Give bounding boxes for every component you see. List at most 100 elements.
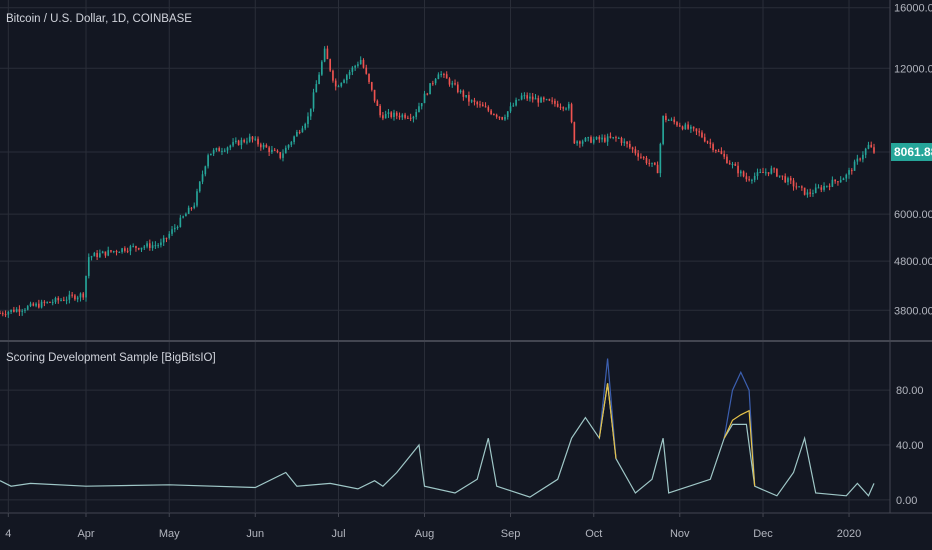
candle-body [432, 83, 434, 85]
candle-body [623, 141, 626, 143]
candle-body [456, 84, 459, 93]
candle-body [626, 141, 628, 144]
candle-body [498, 116, 501, 118]
price-tick-label: 12000.00 [894, 63, 932, 75]
candle-body [307, 116, 309, 124]
candle-body [587, 137, 590, 139]
candle-body [49, 301, 51, 303]
candle-body [87, 257, 90, 276]
candle-body [315, 84, 318, 93]
candle-body [318, 74, 320, 85]
candle-body [273, 149, 276, 151]
candle-body [509, 106, 512, 112]
candle-body [867, 144, 870, 149]
candle-body [376, 100, 379, 106]
candle-body [437, 74, 440, 80]
candle-body [445, 74, 448, 79]
candle-body [545, 99, 548, 101]
candle-body [265, 145, 268, 148]
candle-body [670, 119, 673, 121]
candle-body [590, 137, 592, 143]
candle-body [850, 170, 853, 172]
candle-body [284, 147, 287, 154]
candle-body [570, 104, 573, 123]
candle-body [246, 141, 248, 143]
candle-body [296, 131, 298, 137]
candle-body [548, 99, 551, 101]
candle-body [798, 186, 800, 188]
price-tick-label: 16000.00 [894, 3, 932, 15]
candle-body [82, 293, 85, 298]
candle-body [792, 180, 795, 187]
candle-body [756, 172, 759, 176]
time-tick-label: Dec [753, 528, 773, 540]
candle-body [831, 179, 834, 187]
candle-body [845, 174, 848, 179]
candle-body [612, 137, 615, 139]
candle-body [429, 83, 431, 95]
candle-body [365, 67, 368, 74]
candle-body [687, 124, 689, 129]
candle-body [309, 108, 312, 117]
candle-body [595, 137, 598, 140]
candle-body [15, 309, 18, 312]
candle-body [85, 275, 87, 298]
candle-body [304, 123, 307, 129]
candle-body [359, 59, 362, 65]
score-line-1 [598, 358, 617, 459]
candle-body [515, 99, 517, 106]
candle-body [642, 157, 645, 159]
candle-body [254, 138, 257, 140]
candle-body [196, 191, 198, 206]
candle-body [162, 237, 165, 243]
candle-body [121, 248, 123, 252]
candle-body [751, 179, 753, 181]
candle-body [520, 95, 523, 100]
score-tick-label: 80.00 [896, 385, 924, 397]
candle-body [201, 174, 204, 182]
candle-body [329, 59, 332, 71]
candle-body [542, 97, 545, 100]
candle-body [148, 243, 151, 248]
candle-body [160, 242, 162, 246]
candle-body [637, 153, 639, 157]
candle-body [470, 100, 473, 102]
candle-body [434, 79, 437, 84]
candle-body [737, 165, 739, 174]
candle-body [251, 136, 254, 140]
candle-body [268, 147, 270, 153]
candle-body [240, 140, 243, 146]
candle-body [801, 186, 803, 188]
candle-body [540, 97, 542, 103]
candle-body [648, 163, 651, 165]
price-tick-label: 6000.00 [894, 209, 932, 221]
candle-body [506, 111, 509, 118]
candle-body [348, 71, 351, 76]
candle-body [279, 152, 282, 158]
candle-body [74, 295, 76, 300]
candle-body [653, 162, 656, 165]
candle-body [529, 96, 531, 99]
candle-body [237, 140, 240, 146]
candle-body [101, 251, 104, 254]
candle-body [54, 298, 57, 303]
candle-body [171, 229, 173, 234]
candle-body [293, 136, 295, 142]
candle-body [773, 168, 775, 170]
candle-body [864, 148, 867, 155]
candle-body [151, 245, 154, 248]
candle-body [853, 161, 856, 171]
candle-body [257, 138, 259, 145]
candle-body [340, 82, 343, 87]
grid-lines [0, 0, 890, 512]
candle-body [812, 193, 814, 195]
candle-body [140, 247, 143, 250]
candle-body [65, 299, 68, 301]
candle-body [820, 187, 823, 190]
candle-body [656, 164, 659, 174]
candle-body [695, 128, 698, 132]
candle-body [717, 151, 720, 153]
candle-body [817, 187, 820, 189]
